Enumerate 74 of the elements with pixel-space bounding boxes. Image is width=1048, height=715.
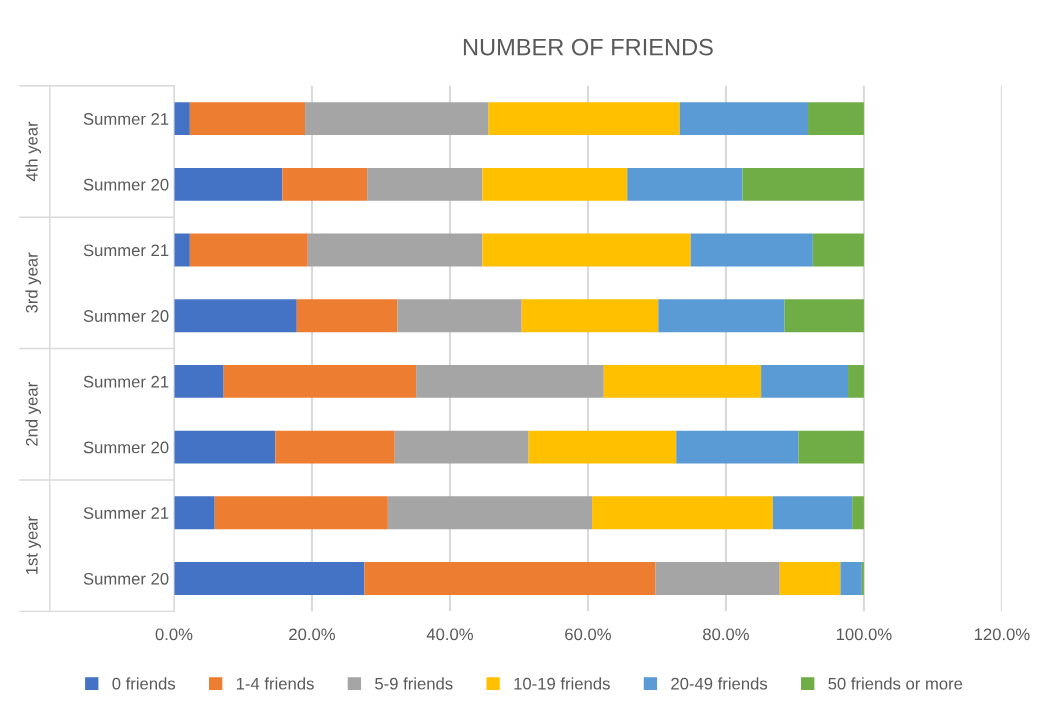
bar [173, 167, 283, 201]
legend-label: 5-9 friends [375, 677, 453, 690]
bar [416, 364, 604, 398]
bar [482, 167, 628, 201]
bar [482, 233, 691, 267]
y-tick-label: Summer 20 [83, 441, 169, 454]
x-tick-label: 100.0% [836, 628, 892, 641]
bar [307, 233, 483, 267]
bar [173, 364, 224, 398]
bar [784, 299, 864, 333]
bar [679, 102, 809, 136]
bar [173, 102, 190, 136]
legend-label: 20-49 friends [671, 677, 768, 690]
y-tick-label: Summer 21 [83, 113, 169, 125]
bar [812, 233, 864, 267]
x-tick-label: 40.0% [426, 628, 473, 641]
bar [690, 233, 813, 267]
text: 2nd year [25, 382, 41, 446]
bar [658, 299, 785, 333]
bar [282, 167, 368, 201]
text: 3rd year [25, 252, 41, 313]
bar [779, 562, 841, 595]
x-tick-label: 120.0% [974, 628, 1030, 641]
bar [364, 562, 656, 595]
y-tick-label: Summer 21 [83, 507, 169, 519]
bar [387, 496, 593, 530]
bar [592, 496, 773, 530]
bar [761, 364, 849, 398]
x-tick-label: 0.0% [155, 628, 193, 641]
bar [488, 102, 680, 136]
bar [655, 562, 780, 595]
bar [808, 102, 864, 136]
text: 1st year [26, 516, 41, 574]
bar [394, 430, 529, 464]
y-tick-label: Summer 20 [83, 310, 169, 322]
y-tick-label: Summer 20 [83, 178, 169, 191]
legend-label: 10-19 friends [514, 677, 610, 690]
bar [173, 299, 297, 333]
bar [173, 496, 215, 530]
bar [173, 233, 190, 267]
x-tick-label: 60.0% [565, 628, 611, 641]
bar [189, 102, 306, 136]
bar [189, 233, 308, 267]
x-tick-label: 80.0% [703, 628, 749, 641]
y-tick-label: Summer 21 [83, 375, 169, 388]
legend-label: 50 friends or more [828, 677, 963, 690]
legend-label: 0 friends [112, 677, 176, 690]
bar [848, 364, 864, 398]
bar [223, 364, 417, 398]
bar [275, 430, 395, 464]
bar [528, 430, 677, 464]
y-tick-label: Summer 20 [83, 572, 169, 585]
text: 4th year [25, 121, 41, 182]
bar [852, 496, 864, 530]
bar [840, 562, 862, 595]
bar [861, 562, 864, 595]
bar [772, 496, 853, 530]
bar [397, 299, 522, 333]
bar [676, 430, 799, 464]
bar [173, 430, 276, 464]
bar [173, 562, 365, 595]
legend-label: 1-4 friends [236, 677, 314, 690]
bar [742, 167, 864, 201]
chart-title: NUMBER OF FRIENDS [463, 38, 713, 56]
bar [627, 167, 743, 201]
bar [521, 299, 659, 333]
y-tick-label: Summer 21 [83, 244, 169, 257]
bar [798, 430, 864, 464]
bar [305, 102, 489, 136]
bar [603, 364, 762, 398]
bar [214, 496, 388, 530]
bar [367, 167, 483, 201]
bar [296, 299, 398, 333]
x-tick-label: 20.0% [289, 628, 335, 641]
